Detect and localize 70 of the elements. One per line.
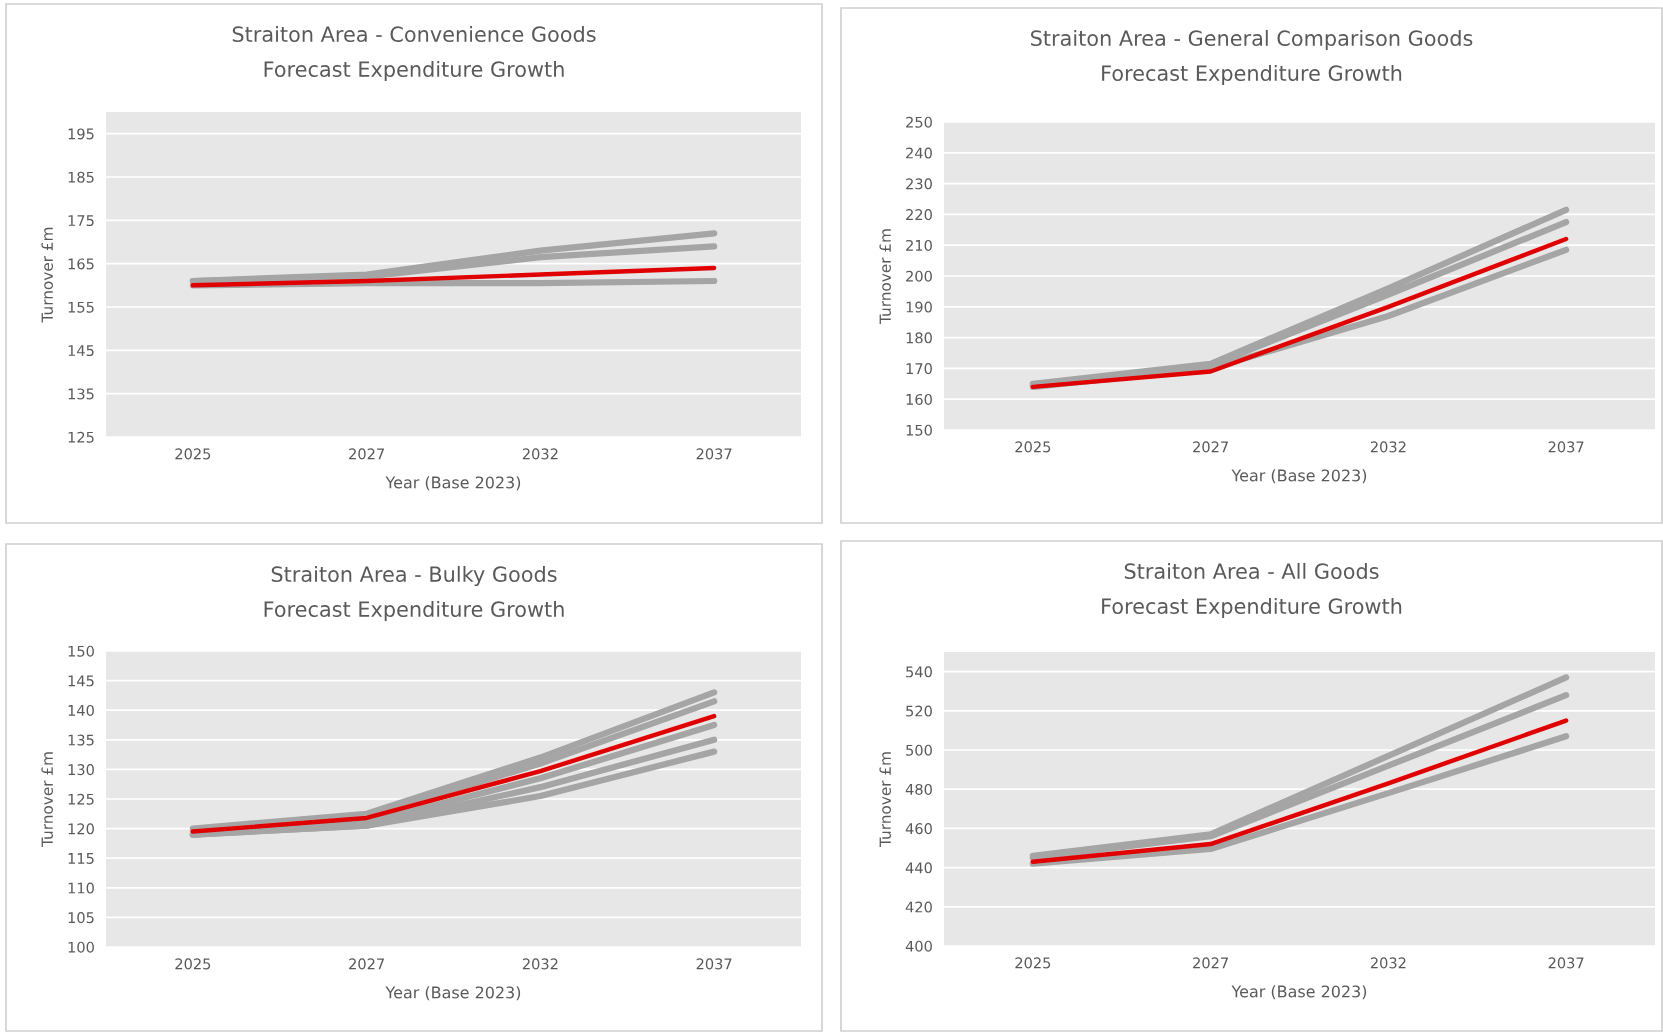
chart-title: Straiton Area - Bulky Goods xyxy=(271,565,557,587)
x-tick-label: 2032 xyxy=(1370,441,1406,453)
x-tick-label: 2027 xyxy=(349,958,384,970)
chart-subtitle: Forecast Expenditure Growth xyxy=(264,60,564,82)
y-tick-label: 145 xyxy=(68,345,94,357)
x-tick-label: 2032 xyxy=(522,958,558,970)
y-tick-label: 250 xyxy=(906,116,932,128)
y-tick-label: 100 xyxy=(68,941,94,953)
y-tick-label: 200 xyxy=(906,270,932,282)
x-axis-title: Year (Base 2023) xyxy=(385,476,521,491)
chart-title: Straiton Area - All Goods xyxy=(1124,562,1379,580)
y-tick-label: 160 xyxy=(906,393,932,405)
y-tick-label: 420 xyxy=(905,901,932,913)
y-tick-label: 125 xyxy=(68,431,94,443)
y-tick-label: 170 xyxy=(906,363,932,375)
chart-subtitle: Forecast Expenditure Growth xyxy=(1102,597,1402,619)
x-tick-label: 2037 xyxy=(696,448,732,460)
y-axis-title: Turnover £m xyxy=(41,227,53,323)
y-tick-label: 115 xyxy=(68,853,94,864)
chart-title: Straiton Area - General Comparison Goods xyxy=(1031,29,1473,51)
y-tick-label: 400 xyxy=(905,940,932,952)
y-tick-label: 125 xyxy=(68,793,94,805)
y-tick-label: 230 xyxy=(906,178,932,190)
y-tick-label: 150 xyxy=(68,645,94,657)
x-tick-label: 2027 xyxy=(1193,441,1228,453)
y-tick-label: 240 xyxy=(906,147,932,159)
y-tick-label: 120 xyxy=(68,823,94,835)
y-tick-label: 105 xyxy=(68,912,94,924)
x-tick-label: 2025 xyxy=(175,448,211,460)
y-tick-label: 130 xyxy=(68,764,94,776)
y-tick-label: 480 xyxy=(905,783,932,795)
x-tick-label: 2037 xyxy=(1548,957,1584,969)
x-tick-label: 2037 xyxy=(696,958,732,970)
y-axis-title: Turnover £m xyxy=(41,752,53,848)
y-axis-title: Turnover £m xyxy=(879,229,891,325)
y-tick-label: 175 xyxy=(68,215,94,227)
y-tick-label: 500 xyxy=(906,744,932,756)
y-tick-label: 180 xyxy=(906,332,932,344)
x-tick-label: 2025 xyxy=(1015,441,1051,453)
y-tick-label: 135 xyxy=(68,734,94,746)
y-tick-label: 150 xyxy=(906,424,932,436)
x-axis-title: Year (Base 2023) xyxy=(1231,469,1367,484)
y-tick-label: 220 xyxy=(906,209,932,221)
x-axis-title: Year (Base 2023) xyxy=(385,986,521,1001)
y-tick-label: 540 xyxy=(906,666,932,678)
x-tick-label: 2025 xyxy=(1015,957,1051,969)
x-tick-label: 2032 xyxy=(1370,957,1406,969)
y-tick-label: 195 xyxy=(68,128,94,140)
chart-subtitle: Forecast Expenditure Growth xyxy=(1102,64,1402,86)
x-tick-label: 2037 xyxy=(1548,441,1584,453)
chart-title: Straiton Area - Convenience Goods xyxy=(232,25,596,43)
y-tick-label: 190 xyxy=(906,301,932,313)
y-tick-label: 110 xyxy=(68,882,94,894)
x-axis-title: Year (Base 2023) xyxy=(1231,985,1367,1000)
y-tick-label: 165 xyxy=(68,258,94,270)
chart-subtitle: Forecast Expenditure Growth xyxy=(264,600,564,622)
y-tick-label: 155 xyxy=(68,301,94,313)
y-tick-label: 210 xyxy=(906,239,932,251)
x-tick-label: 2032 xyxy=(522,448,558,460)
y-tick-label: 135 xyxy=(68,388,94,400)
y-tick-label: 145 xyxy=(68,675,94,687)
x-tick-label: 2027 xyxy=(1193,957,1228,969)
y-tick-label: 185 xyxy=(68,171,94,183)
x-tick-label: 2027 xyxy=(349,448,384,460)
y-tick-label: 140 xyxy=(68,704,94,716)
y-axis-title: Turnover £m xyxy=(879,752,891,848)
y-tick-label: 440 xyxy=(905,862,932,874)
x-tick-label: 2025 xyxy=(175,958,211,970)
y-tick-label: 460 xyxy=(905,823,932,835)
y-tick-label: 520 xyxy=(906,705,932,717)
